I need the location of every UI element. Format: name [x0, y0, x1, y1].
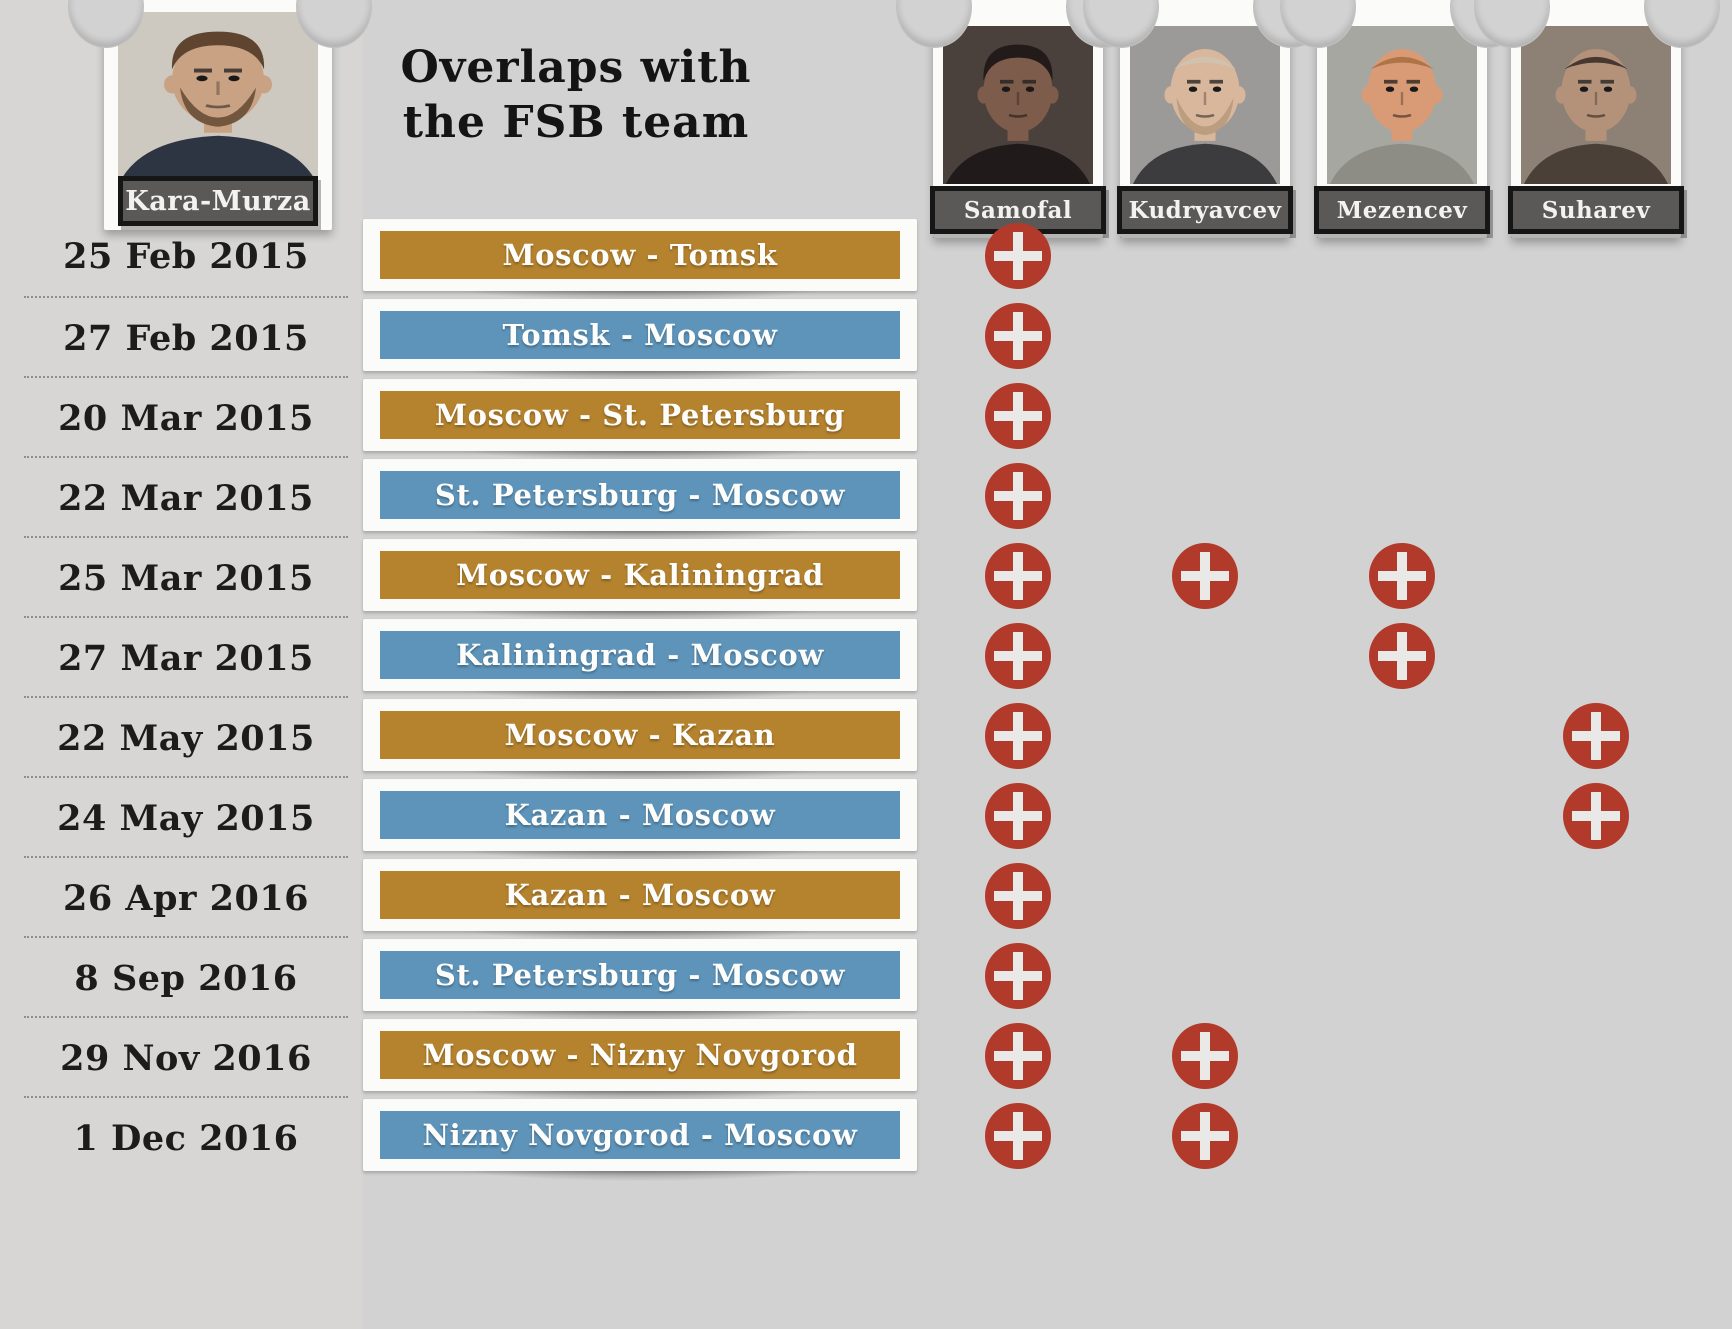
- route-bar: Moscow - Kazan: [380, 711, 900, 759]
- page-title: Overlaps with the FSB team: [356, 40, 796, 150]
- route-bar: Moscow - Tomsk: [380, 231, 900, 279]
- subject-photo-frame: Kara-Murza: [104, 0, 332, 230]
- route-bar: St. Petersburg - Moscow: [380, 951, 900, 999]
- overlap-plus-icon: [985, 1023, 1051, 1089]
- route-bar: Kaliningrad - Moscow: [380, 631, 900, 679]
- face-illustration: [943, 26, 1093, 184]
- overlap-plus-icon: [985, 943, 1051, 1009]
- date-label: 20 Mar 2015: [24, 376, 348, 458]
- date-label: 25 Feb 2015: [63, 235, 309, 277]
- route-card: Nizny Novgorod - Moscow: [363, 1099, 917, 1171]
- overlap-plus-icon: [1369, 623, 1435, 689]
- subject-label: Kara-Murza: [118, 176, 318, 226]
- route-label: Moscow - Tomsk: [502, 238, 778, 272]
- date-label: 27 Feb 2015: [24, 296, 348, 378]
- person-photo: [943, 26, 1093, 184]
- face-illustration: [1521, 26, 1671, 184]
- overlap-plus-icon: [1172, 1023, 1238, 1089]
- route-bar: Tomsk - Moscow: [380, 311, 900, 359]
- route-card: Kaliningrad - Moscow: [363, 619, 917, 691]
- date-label: 22 Mar 2015: [24, 456, 348, 538]
- face-illustration: [1327, 26, 1477, 184]
- route-label: Tomsk - Moscow: [502, 318, 778, 352]
- person-photo: [1521, 26, 1671, 184]
- route-card: Moscow - St. Petersburg: [363, 379, 917, 451]
- subject-photo: [118, 12, 318, 178]
- route-label: Nizny Novgorod - Moscow: [422, 1118, 858, 1152]
- route-card: Kazan - Moscow: [363, 779, 917, 851]
- overlap-plus-icon: [985, 303, 1051, 369]
- route-bar: Moscow - St. Petersburg: [380, 391, 900, 439]
- route-label: Kazan - Moscow: [504, 798, 776, 832]
- face-illustration: [1130, 26, 1280, 184]
- overlap-plus-icon: [985, 863, 1051, 929]
- route-bar: Kazan - Moscow: [380, 791, 900, 839]
- date-label: 24 May 2015: [24, 776, 348, 858]
- date-label: 29 Nov 2016: [24, 1016, 348, 1098]
- overlap-plus-icon: [985, 223, 1051, 289]
- route-card: St. Petersburg - Moscow: [363, 459, 917, 531]
- route-card: St. Petersburg - Moscow: [363, 939, 917, 1011]
- route-label: Moscow - Nizny Novgorod: [422, 1038, 858, 1072]
- person-label: Mezencev: [1314, 186, 1490, 234]
- route-label: St. Petersburg - Moscow: [434, 958, 846, 992]
- date-label: 26 Apr 2016: [24, 856, 348, 938]
- overlap-plus-icon: [1172, 1103, 1238, 1169]
- overlap-plus-icon: [985, 703, 1051, 769]
- route-label: Moscow - Kazan: [504, 718, 776, 752]
- route-label: Moscow - St. Petersburg: [434, 398, 846, 432]
- overlap-plus-icon: [985, 783, 1051, 849]
- route-bar: Moscow - Kaliningrad: [380, 551, 900, 599]
- route-label: Moscow - Kaliningrad: [456, 558, 824, 592]
- person-photo-frame: Mezencev: [1314, 0, 1490, 238]
- overlap-plus-icon: [985, 1103, 1051, 1169]
- person-photo-frame: Kudryavcev: [1117, 0, 1293, 238]
- overlap-plus-icon: [985, 623, 1051, 689]
- route-card: Moscow - Tomsk: [363, 219, 917, 291]
- person-label: Kudryavcev: [1117, 186, 1293, 234]
- date-label: 1 Dec 2016: [24, 1096, 348, 1178]
- route-label: Kazan - Moscow: [504, 878, 776, 912]
- person-photo-frame: Suharev: [1508, 0, 1684, 238]
- route-bar: Kazan - Moscow: [380, 871, 900, 919]
- date-label: 27 Mar 2015: [24, 616, 348, 698]
- person-label: Suharev: [1508, 186, 1684, 234]
- overlap-plus-icon: [985, 543, 1051, 609]
- page-title-line2: the FSB team: [402, 97, 750, 148]
- person-photo: [1130, 26, 1280, 184]
- route-card: Moscow - Kaliningrad: [363, 539, 917, 611]
- person-photo: [1327, 26, 1477, 184]
- overlap-plus-icon: [1369, 543, 1435, 609]
- person-photo-frame: Samofal: [930, 0, 1106, 238]
- route-bar: Moscow - Nizny Novgorod: [380, 1031, 900, 1079]
- route-label: St. Petersburg - Moscow: [434, 478, 846, 512]
- route-card: Moscow - Nizny Novgorod: [363, 1019, 917, 1091]
- date-label: 22 May 2015: [24, 696, 348, 778]
- date-label: 25 Mar 2015: [24, 536, 348, 618]
- route-label: Kaliningrad - Moscow: [456, 638, 824, 672]
- overlap-plus-icon: [1172, 543, 1238, 609]
- overlap-plus-icon: [1563, 783, 1629, 849]
- route-card: Tomsk - Moscow: [363, 299, 917, 371]
- face-illustration: [118, 12, 318, 178]
- date-label: 8 Sep 2016: [24, 936, 348, 1018]
- route-bar: St. Petersburg - Moscow: [380, 471, 900, 519]
- overlap-plus-icon: [985, 463, 1051, 529]
- route-card: Moscow - Kazan: [363, 699, 917, 771]
- overlap-plus-icon: [985, 383, 1051, 449]
- route-card: Kazan - Moscow: [363, 859, 917, 931]
- route-bar: Nizny Novgorod - Moscow: [380, 1111, 900, 1159]
- overlap-plus-icon: [1563, 703, 1629, 769]
- page-title-line1: Overlaps with: [400, 42, 752, 93]
